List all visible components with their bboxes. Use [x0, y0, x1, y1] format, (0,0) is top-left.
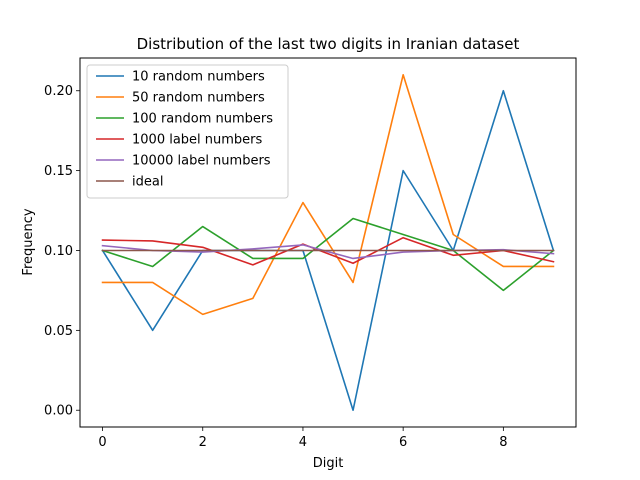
- legend: 10 random numbers 50 random numbers 100 ra…: [86, 64, 289, 199]
- legend-label: 1000 label numbers: [132, 133, 263, 148]
- chart-title: Distribution of the last two digits in I…: [137, 35, 520, 53]
- x-axis: 0 2 4 6 8: [98, 427, 507, 450]
- plot-frame: [79, 57, 577, 428]
- series-line-4: [101, 236, 555, 266]
- series-line-3: [101, 217, 555, 292]
- series-line-1: [101, 89, 555, 412]
- y-tick-label: 0.15: [44, 164, 73, 179]
- y-tick-label: 0.05: [44, 324, 73, 339]
- legend-label: 10 random numbers: [132, 70, 265, 85]
- y-axis-title: Frequency: [21, 208, 36, 275]
- legend-label: 50 random numbers: [132, 91, 265, 106]
- legend-label: 100 random numbers: [132, 112, 273, 127]
- legend-box: [86, 64, 289, 199]
- y-tick-label: 0.10: [44, 244, 73, 259]
- plot-area: [101, 73, 555, 412]
- x-tick-label: 6: [399, 435, 407, 450]
- x-tick-label: 0: [98, 435, 106, 450]
- x-tick-label: 2: [199, 435, 207, 450]
- x-tick-label: 8: [499, 435, 507, 450]
- y-tick-label: 0.20: [44, 84, 73, 99]
- y-tick-label: 0.00: [44, 404, 73, 419]
- y-axis: 0.00 0.05 0.10 0.15 0.20: [44, 84, 80, 419]
- legend-label: ideal: [132, 175, 163, 190]
- x-axis-title: Digit: [313, 456, 344, 471]
- legend-label: 10000 label numbers: [132, 154, 271, 169]
- x-tick-label: 4: [299, 435, 307, 450]
